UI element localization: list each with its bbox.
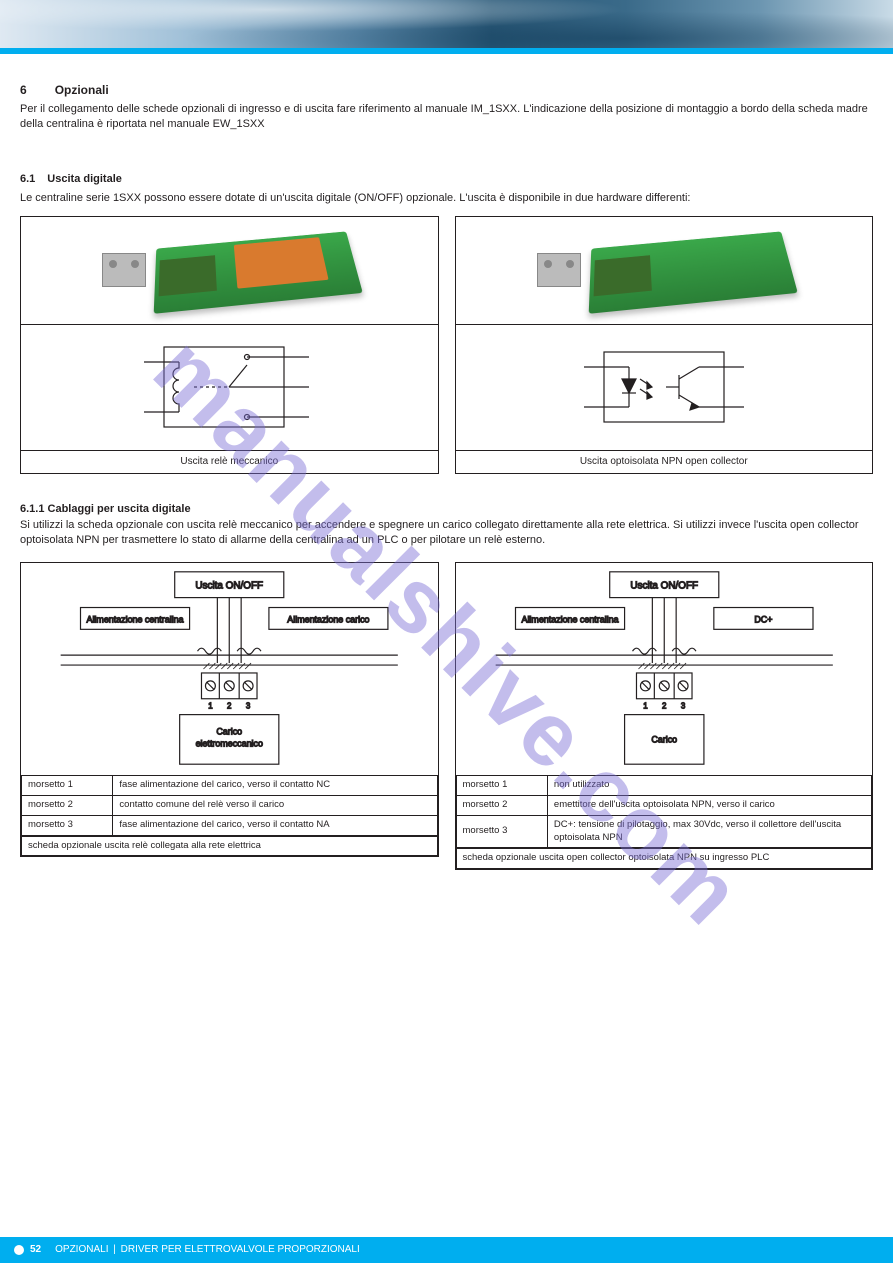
opto-card: Uscita optoisolata NPN open collector	[455, 216, 874, 474]
table-row: morsetto 3	[22, 815, 113, 835]
terminal-block-icon	[537, 253, 581, 287]
page-content: 6 Opzionali Per il collegamento delle sch…	[0, 82, 893, 870]
svg-text:DC+: DC+	[754, 614, 772, 624]
output-cards-row: Uscita relè meccanico	[20, 216, 873, 474]
wiring-row: Uscita ON/OFF Alimentazione centralina A…	[20, 562, 873, 870]
wiring-relay-table: morsetto 1 fase alimentazione del carico…	[21, 775, 438, 835]
table-row: fase alimentazione del carico, verso il …	[113, 776, 437, 796]
svg-text:3: 3	[680, 702, 685, 711]
footer-page-number: 52	[30, 1243, 41, 1257]
svg-text:Carico: Carico	[216, 727, 242, 737]
table-row: morsetto 1	[22, 776, 113, 796]
section-6-number: 6	[20, 83, 27, 97]
svg-text:3: 3	[246, 702, 251, 711]
footer-seg-1: DRIVER PER ELETTROVALVOLE PROPORZIONALI	[121, 1243, 360, 1257]
relay-schematic	[21, 325, 438, 451]
section-6-title: Opzionali	[55, 83, 109, 97]
opto-schematic-svg	[574, 337, 754, 437]
section-6-1-number: 6.1	[20, 173, 35, 185]
footer-sep: |	[110, 1243, 118, 1257]
opto-card-label: Uscita optoisolata NPN open collector	[456, 451, 873, 473]
wiring-relay-diagram: Uscita ON/OFF Alimentazione centralina A…	[21, 563, 438, 775]
relay-card-photo	[21, 217, 438, 325]
page-footer: 52 OPZIONALI | DRIVER PER ELETTROVALVOLE…	[0, 1237, 893, 1263]
opto-pcb-image	[588, 232, 797, 314]
table-row: contatto comune del relè verso il carico	[113, 795, 437, 815]
table-row: morsetto 2	[456, 795, 547, 815]
wiring-relay-box: Uscita ON/OFF Alimentazione centralina A…	[20, 562, 439, 870]
section-6-1-1-title: Cablaggi per uscita digitale	[48, 503, 191, 515]
section-6-1-1-body: Si utilizzi la scheda opzionale con usci…	[20, 518, 873, 548]
svg-text:Alimentazione centralina: Alimentazione centralina	[87, 614, 184, 624]
wiring-opto-box: Uscita ON/OFF Alimentazione centralina D…	[455, 562, 874, 870]
svg-text:1: 1	[643, 702, 648, 711]
wiring-opto-table: morsetto 1 non utilizzato morsetto 2 eme…	[456, 775, 873, 848]
svg-text:elettromeccanico: elettromeccanico	[196, 738, 263, 748]
section-6-1-title: Uscita digitale	[47, 173, 122, 185]
terminal-block-icon	[102, 253, 146, 287]
opto-card-photo	[456, 217, 873, 325]
section-6-heading: 6 Opzionali	[20, 82, 873, 98]
wiring-relay-svg: Uscita ON/OFF Alimentazione centralina A…	[21, 563, 438, 775]
relay-card: Uscita relè meccanico	[20, 216, 439, 474]
header-banner	[0, 0, 893, 48]
svg-text:2: 2	[227, 702, 231, 711]
svg-text:Uscita ON/OFF: Uscita ON/OFF	[630, 581, 698, 592]
table-row: morsetto 1	[456, 776, 547, 796]
table-row: DC+: tensione di pilotaggio, max 30Vdc, …	[547, 815, 871, 848]
relay-card-label: Uscita relè meccanico	[21, 451, 438, 473]
section-6-1-1-number: 6.1.1	[20, 503, 44, 515]
svg-text:Carico: Carico	[651, 734, 677, 744]
section-6-1-body: Le centraline serie 1SXX possono essere …	[20, 191, 873, 206]
table-row: non utilizzato	[547, 776, 871, 796]
table-row: fase alimentazione del carico, verso il …	[113, 815, 437, 835]
table-row: emettitore dell'uscita optoisolata NPN, …	[547, 795, 871, 815]
svg-text:2: 2	[662, 702, 666, 711]
wiring-opto-diagram: Uscita ON/OFF Alimentazione centralina D…	[456, 563, 873, 775]
opto-schematic	[456, 325, 873, 451]
wiring-opto-footer: scheda opzionale uscita open collector o…	[456, 848, 873, 869]
table-row: morsetto 2	[22, 795, 113, 815]
svg-text:1: 1	[208, 702, 213, 711]
section-6-1-1-heading: 6.1.1 Cablaggi per uscita digitale	[20, 502, 873, 517]
section-6-1-heading: 6.1 Uscita digitale	[20, 172, 873, 187]
section-6-body: Per il collegamento delle schede opziona…	[20, 102, 873, 132]
header-bar	[0, 48, 893, 54]
footer-dot-icon	[14, 1245, 24, 1255]
wiring-relay-footer: scheda opzionale uscita relè collegata a…	[21, 836, 438, 857]
relay-pcb-image	[154, 232, 363, 314]
table-row: morsetto 3	[456, 815, 547, 848]
svg-text:Alimentazione carico: Alimentazione carico	[287, 614, 369, 624]
wiring-opto-svg: Uscita ON/OFF Alimentazione centralina D…	[456, 563, 873, 775]
svg-text:Alimentazione centralina: Alimentazione centralina	[521, 614, 618, 624]
footer-seg-0: OPZIONALI	[55, 1243, 108, 1257]
svg-text:Uscita ON/OFF: Uscita ON/OFF	[195, 581, 263, 592]
relay-schematic-svg	[139, 337, 319, 437]
